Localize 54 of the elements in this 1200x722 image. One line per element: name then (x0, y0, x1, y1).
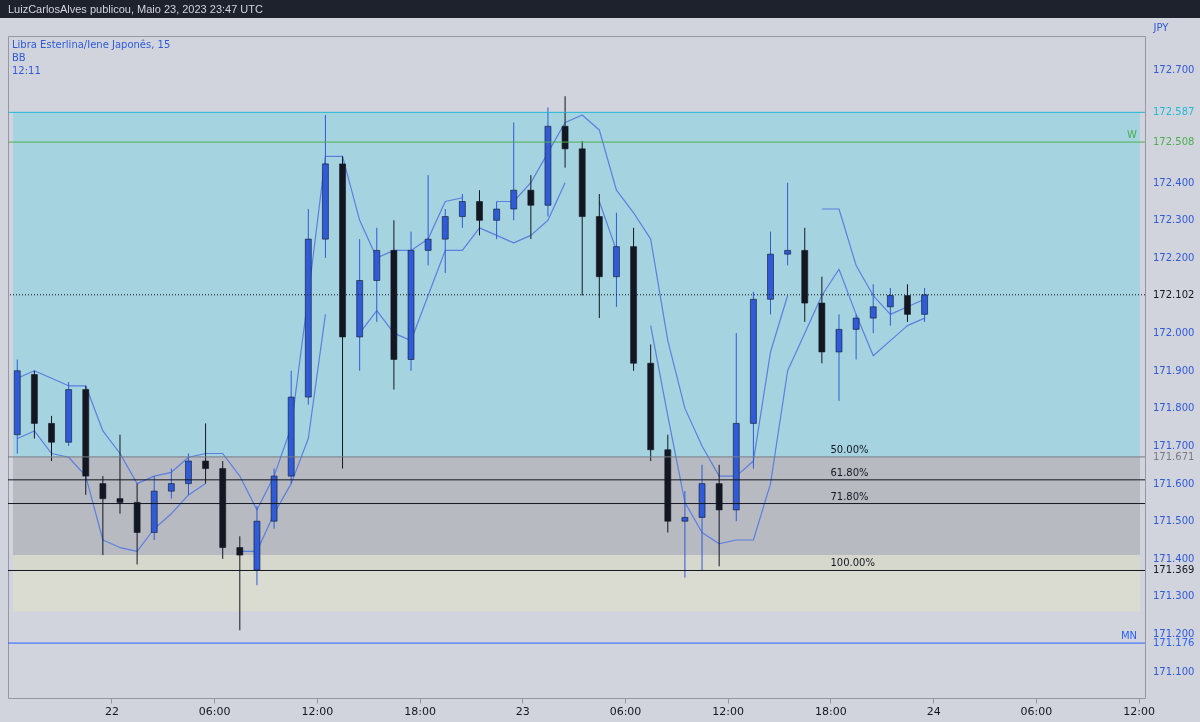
candlestick (48, 415, 55, 462)
annotation: 50.00% (830, 443, 869, 455)
x-tick-label: 24 (926, 704, 941, 718)
y-tick-label: 172.000 (1153, 327, 1195, 339)
y-tick-label: 172.102 (1153, 288, 1195, 300)
annotation: 100.00% (830, 557, 875, 569)
y-tick-label: 171.100 (1153, 665, 1195, 677)
x-tick-label: 18:00 (404, 704, 436, 718)
y-tick-label: 171.300 (1153, 590, 1195, 602)
y-tick-label: 172.300 (1153, 214, 1195, 226)
ref-line-label: MN (1120, 630, 1137, 642)
candlestick (835, 313, 843, 402)
x-tick-label: 06:00 (1020, 704, 1053, 718)
candlestick (510, 122, 518, 221)
candlestick (424, 174, 432, 266)
y-tick-label: 171.200 (1153, 628, 1195, 640)
y-tick-label: 171.671 (1153, 450, 1195, 462)
chart-title: LuizCarlosAlves publicou, Maio 23, 2023 23:47 UTC (7, 2, 264, 17)
y-tick-label: 171.900 (1153, 364, 1195, 376)
candlestick (459, 193, 466, 229)
candlestick (527, 174, 535, 240)
y-tick-label: 171.369 (1153, 564, 1195, 576)
y-tick-label: 171.600 (1153, 477, 1195, 489)
ref-line-label: W (1127, 129, 1138, 141)
x-tick-label: 23 (515, 704, 530, 718)
candlestick (493, 201, 500, 240)
x-tick-label: 12:00 (301, 704, 334, 718)
y-tick-label: 172.587 (1153, 106, 1195, 118)
x-tick-label: 12:00 (712, 704, 745, 718)
y-tick-label: 171.176 (1153, 637, 1195, 649)
annotation: BB (12, 52, 26, 63)
x-tick-label: 06:00 (609, 704, 642, 718)
y-tick-label: 171.800 (1153, 402, 1195, 414)
y-tick-label: 171.400 (1153, 552, 1195, 564)
y-tick-label: 171.500 (1153, 515, 1195, 527)
candlestick (561, 95, 569, 169)
x-tick-label: 12:00 (1123, 704, 1155, 718)
y-tick-label: 172.400 (1153, 176, 1195, 188)
annotation: 71.80% (830, 490, 869, 502)
candlestick (441, 208, 449, 274)
y-tick-label: 172.508 (1153, 136, 1195, 148)
x-tick-label: 22 (104, 704, 119, 718)
x-tick-label: 06:00 (198, 704, 231, 718)
y-tick-label: 172.200 (1153, 251, 1195, 263)
chart-subtitle: Libra Esterlina/Iene Japonês, 15 (12, 39, 171, 50)
annotation: 12:11 (12, 65, 41, 76)
y-tick-label: 171.700 (1153, 439, 1195, 451)
candlestick (784, 182, 791, 266)
annotation: 61.80% (830, 466, 869, 478)
y-tick-label: 172.700 (1153, 63, 1195, 75)
x-tick-label: 18:00 (815, 704, 847, 718)
candlestick (476, 189, 483, 236)
candlestick (852, 313, 860, 360)
y-axis-title: JPY (1152, 21, 1170, 33)
